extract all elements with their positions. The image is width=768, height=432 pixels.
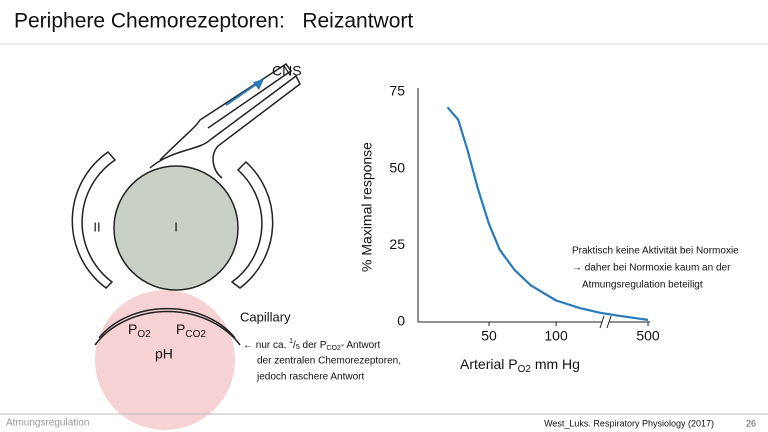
note-line: Atmungsregulation beteiligt [582, 280, 703, 291]
cell-2-left [71, 150, 117, 289]
signal-arrowhead [253, 79, 264, 90]
cell-1 [113, 165, 239, 291]
footer-source: West_Luks. Respiratory Physiology (2017) [544, 418, 714, 428]
text: der P [300, 340, 327, 351]
x-label-part: Arterial P [460, 356, 518, 372]
capillary-wall [98, 307, 236, 339]
po2-label: PO2 [128, 321, 151, 340]
annotation-line: der zentralen Chemorezeptoren, [257, 356, 401, 367]
slide-title: Periphere Chemorezeptoren: Reizantwort [14, 10, 413, 33]
capillary-blood [95, 290, 235, 430]
x-axis-label: Arterial PO2 mm Hg [460, 356, 580, 375]
text: nur ca. [256, 340, 289, 351]
axis-break [606, 315, 612, 329]
axis-break [599, 315, 605, 329]
capillary-wall [94, 310, 241, 346]
nerve [159, 62, 293, 161]
y-tick-label: 50 [389, 159, 405, 175]
text: / [293, 340, 296, 351]
x-tick-label: 500 [636, 328, 660, 344]
capillary-label: Capillary [240, 309, 291, 324]
response-curve [446, 106, 649, 321]
text: CO2 [326, 345, 341, 352]
text: - Antwort [341, 340, 381, 351]
y-axis-label: % Maximal response [359, 142, 375, 272]
annotation-line: ← nur ca. 1/5 der PCO2- Antwort [243, 338, 381, 352]
footer-left: Atmungsregulation [6, 418, 89, 429]
annotation-arrow: ← [243, 340, 253, 351]
po2-sub: O2 [137, 329, 151, 340]
cns-label: CNS [272, 63, 302, 79]
annotation-line: jedoch raschere Antwort [256, 372, 365, 383]
cell-2-right [230, 160, 274, 289]
x-label-part: mm Hg [531, 356, 580, 372]
cell-1-label: I [174, 219, 178, 234]
text: 1 [289, 338, 293, 345]
x-tick-label: 100 [544, 328, 568, 344]
nerve [149, 74, 301, 179]
y-tick-label: 0 [397, 313, 405, 329]
ph-label: pH [155, 346, 173, 362]
note-line: → daher bei Normoxie kaum an der [572, 263, 731, 274]
x-label-sub: O2 [518, 364, 532, 375]
y-tick-label: 75 [389, 83, 405, 99]
x-tick-label: 50 [481, 328, 497, 344]
cell-2-label: II [93, 219, 100, 234]
y-tick-label: 25 [389, 236, 405, 252]
pco2-sub: CO2 [185, 329, 206, 340]
page-number: 26 [746, 418, 756, 428]
text: 5 [296, 344, 300, 351]
note-line: Praktisch keine Aktivität bei Normoxie [572, 246, 739, 257]
signal-arrow [225, 82, 259, 106]
chart: Arterial PO2 mm Hg % Maximal response 0 2… [359, 83, 660, 375]
pco2-base: P [176, 321, 185, 337]
pco2-label: PCO2 [176, 321, 206, 340]
po2-base: P [128, 321, 137, 337]
